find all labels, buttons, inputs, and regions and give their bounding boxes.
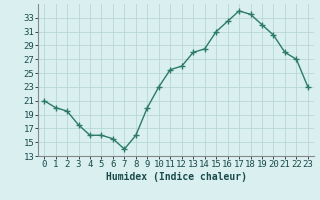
X-axis label: Humidex (Indice chaleur): Humidex (Indice chaleur) [106, 172, 246, 182]
